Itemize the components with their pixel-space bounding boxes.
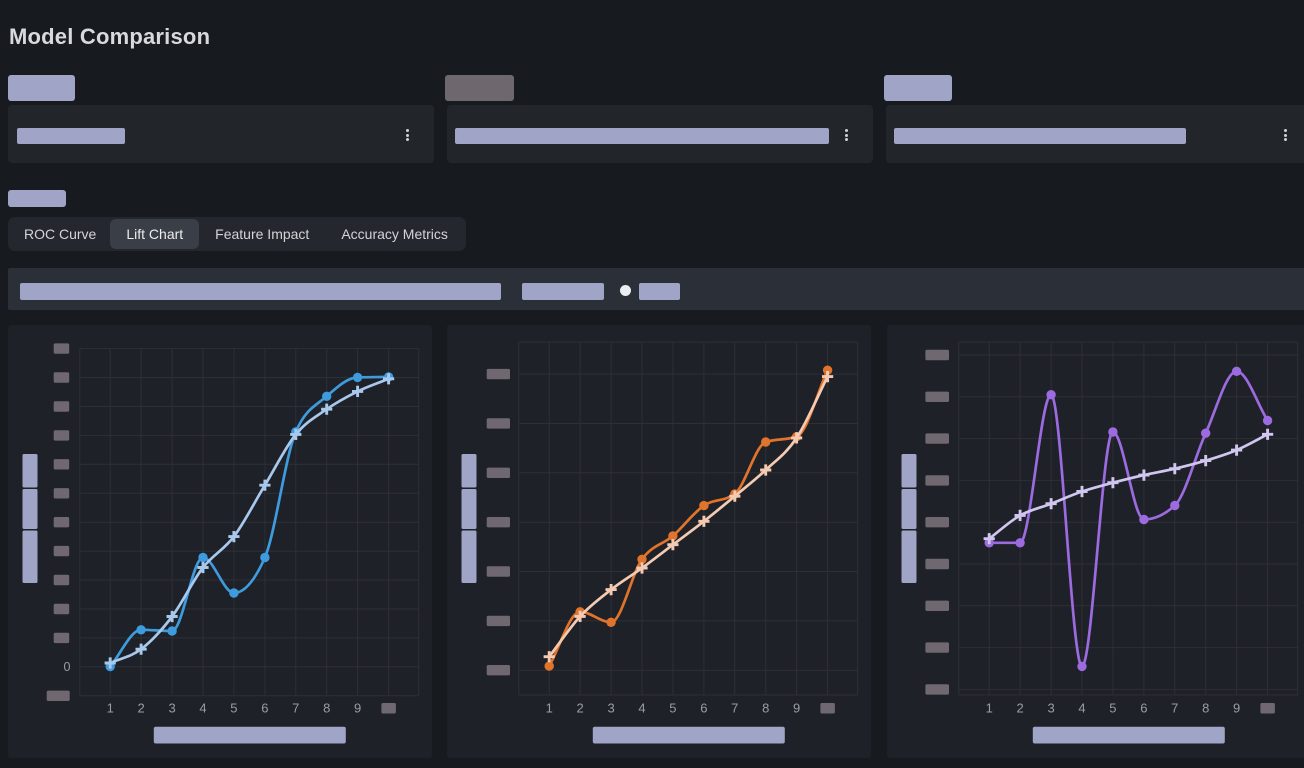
svg-text:2: 2: [1016, 700, 1023, 715]
svg-text:6: 6: [1140, 700, 1147, 715]
svg-text:3: 3: [607, 700, 614, 715]
svg-text:9: 9: [793, 700, 800, 715]
svg-text:5: 5: [230, 700, 237, 715]
svg-text:9: 9: [354, 700, 361, 715]
svg-text:4: 4: [638, 700, 645, 715]
svg-text:2: 2: [137, 700, 144, 715]
svg-text:2: 2: [576, 700, 583, 715]
svg-text:4: 4: [199, 700, 206, 715]
svg-text:8: 8: [762, 700, 769, 715]
svg-text:1: 1: [546, 700, 553, 715]
svg-text:5: 5: [669, 700, 676, 715]
svg-text:6: 6: [700, 700, 707, 715]
svg-text:9: 9: [1233, 700, 1240, 715]
svg-text:0: 0: [64, 660, 71, 674]
svg-text:1: 1: [107, 700, 114, 715]
svg-text:3: 3: [168, 700, 175, 715]
svg-text:7: 7: [731, 700, 738, 715]
svg-text:1: 1: [986, 700, 993, 715]
svg-text:5: 5: [1109, 700, 1116, 715]
svg-text:4: 4: [1078, 700, 1085, 715]
svg-text:8: 8: [323, 700, 330, 715]
svg-text:8: 8: [1202, 700, 1209, 715]
svg-text:7: 7: [1171, 700, 1178, 715]
svg-text:6: 6: [261, 700, 268, 715]
svg-text:3: 3: [1047, 700, 1054, 715]
svg-text:7: 7: [292, 700, 299, 715]
